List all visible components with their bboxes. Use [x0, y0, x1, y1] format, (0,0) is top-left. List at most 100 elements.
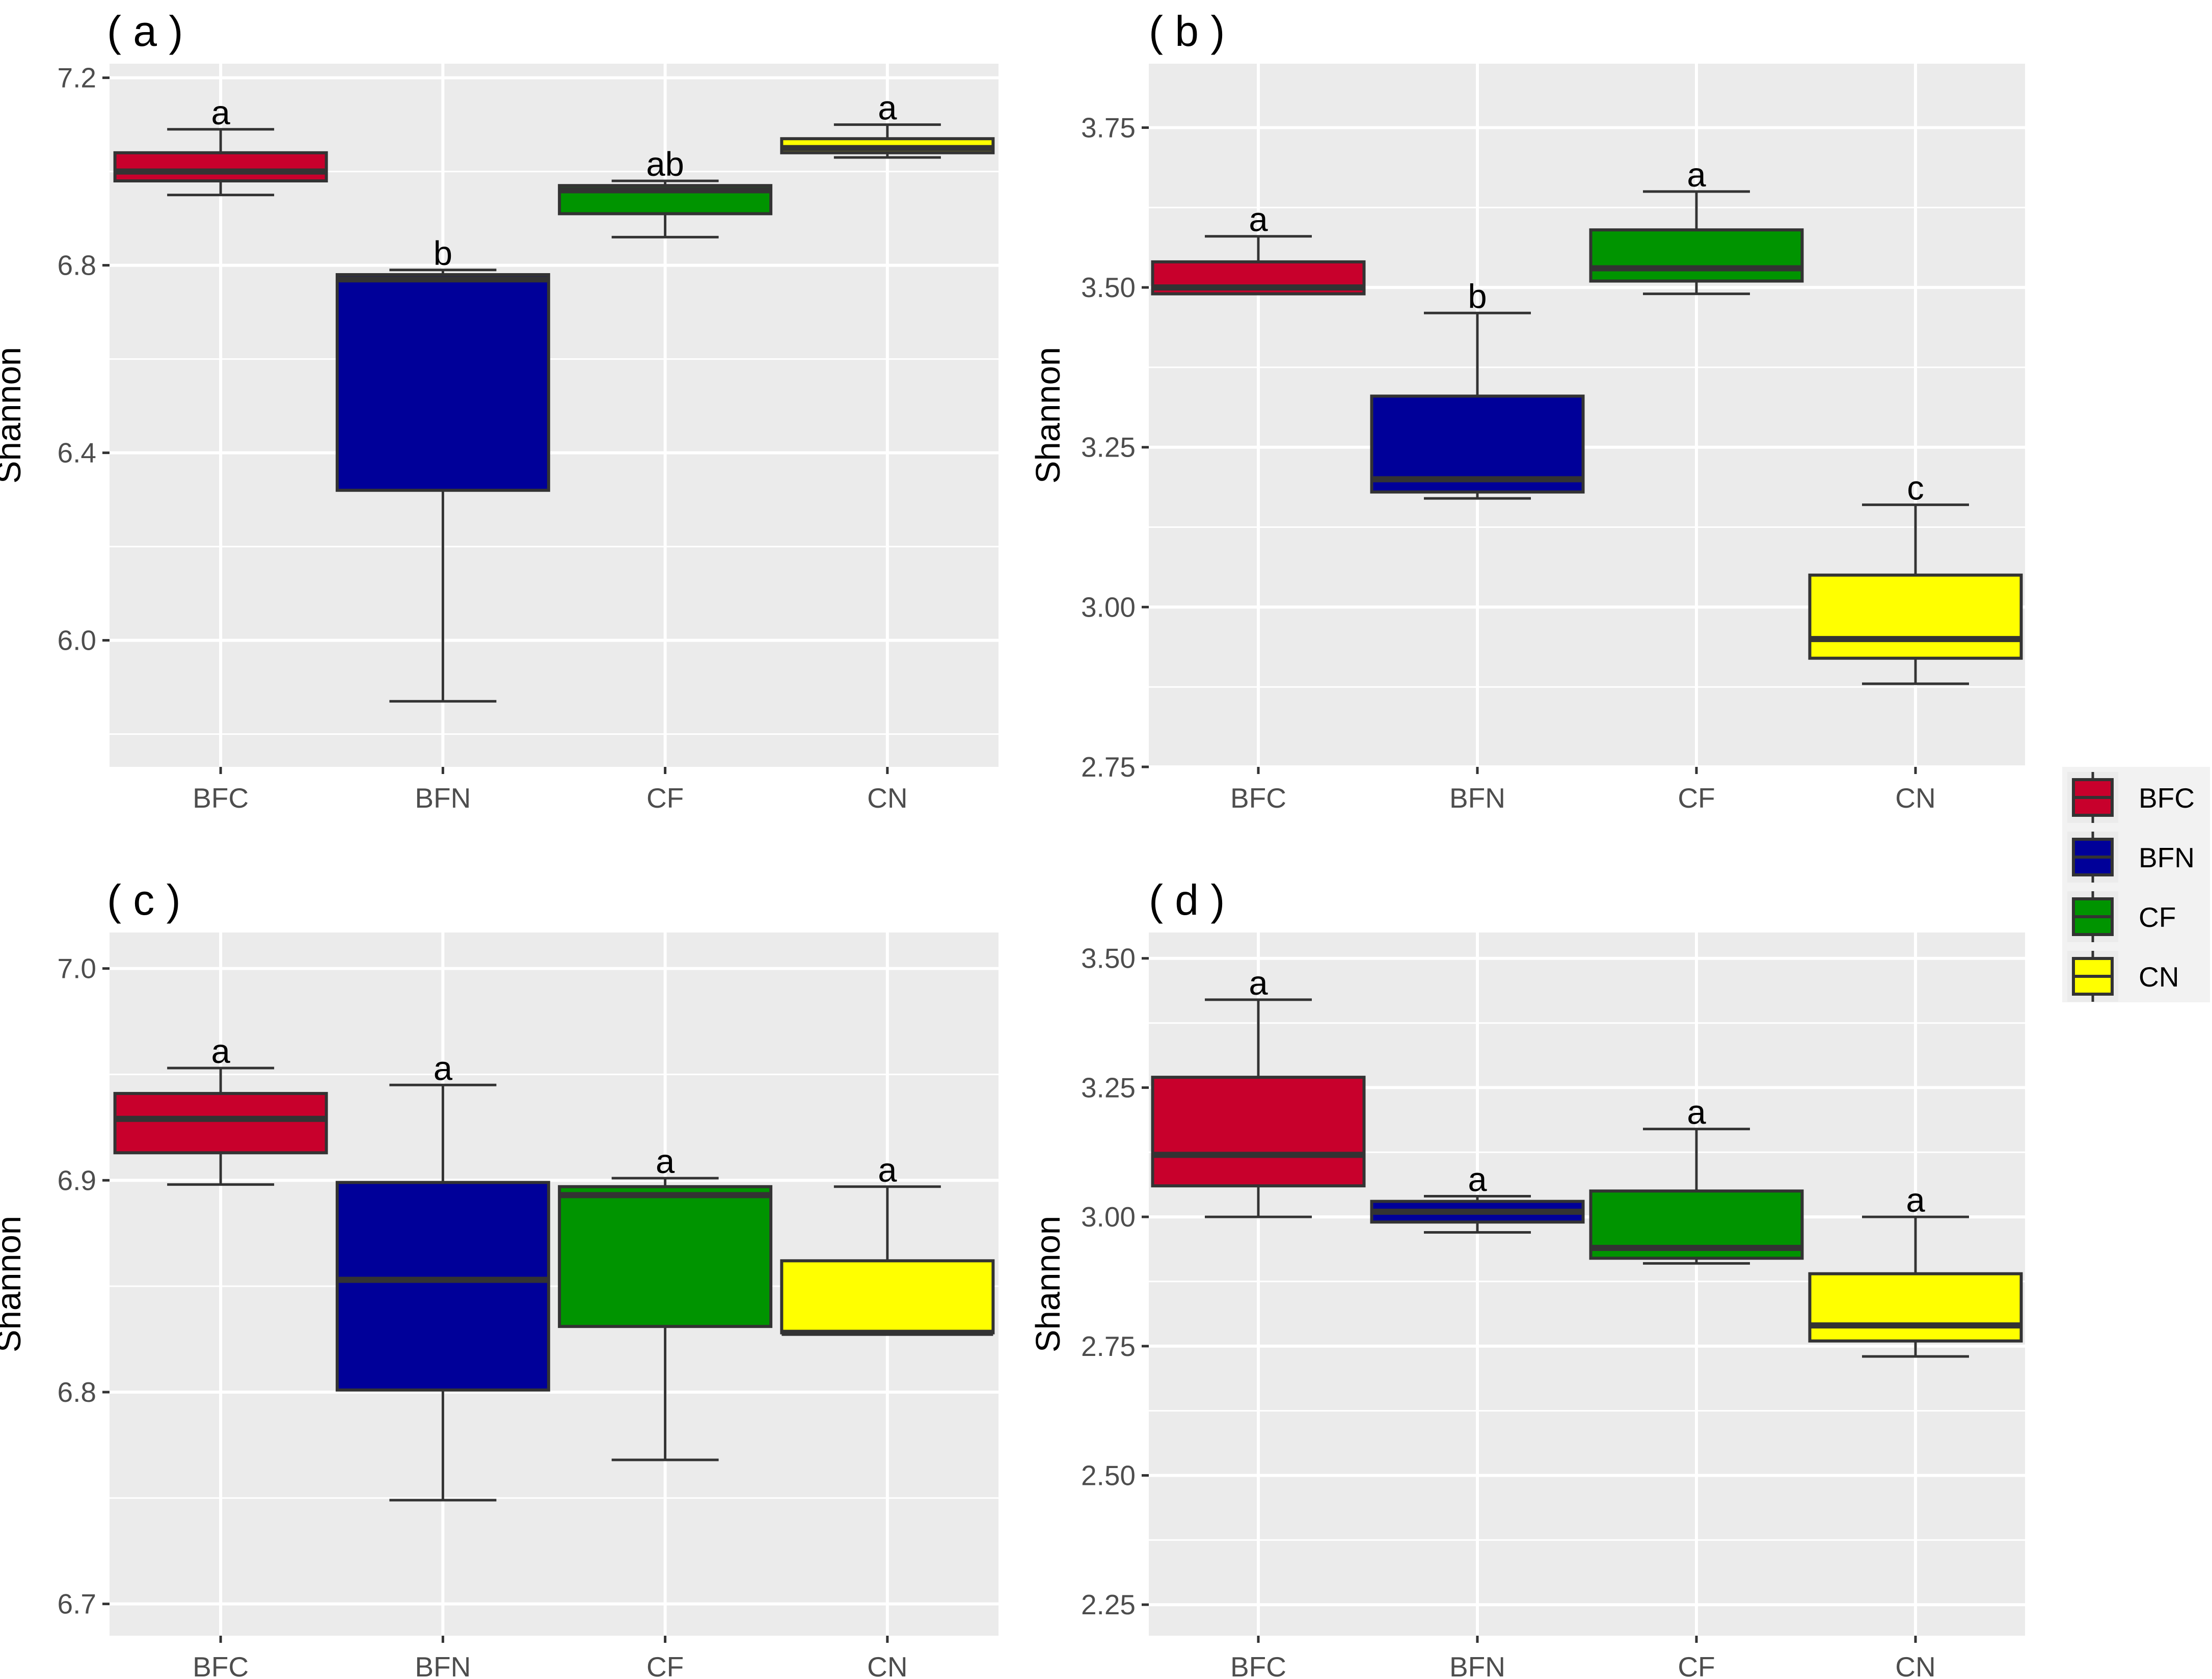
- x-tick-label: CF: [646, 782, 684, 814]
- y-axis-title: Shannon: [1029, 1216, 1067, 1352]
- x-tick-label: BFC: [1230, 1651, 1286, 1679]
- significance-letter: a: [211, 94, 230, 132]
- panel-d: 2.25 2.50 2.75 3.00 3.25 3.50 BFC BFN CF CN Shanno…: [1029, 876, 2025, 1679]
- significance-letter: a: [1249, 964, 1268, 1002]
- legend-item-bfc: BFC: [2067, 772, 2195, 823]
- y-tick-label: 3.25: [1081, 432, 1136, 463]
- panel-label: ( b ): [1149, 7, 1225, 55]
- y-tick-label: 6.8: [58, 1376, 96, 1408]
- y-tick-label: 2.25: [1081, 1589, 1136, 1620]
- panel-label: ( c ): [107, 876, 181, 924]
- x-tick-label: BFN: [415, 1651, 471, 1679]
- plot-background: [1149, 64, 2025, 767]
- box-bfn: b: [1370, 277, 1585, 500]
- legend-label: BFN: [2139, 842, 2195, 873]
- y-tick-label: 2.75: [1081, 751, 1136, 783]
- x-tick-label: CN: [867, 1651, 907, 1679]
- box-bfc: a: [113, 1032, 328, 1186]
- box-body: [113, 1091, 328, 1155]
- x-tick-label: BFN: [415, 782, 471, 814]
- y-tick-label: 2.75: [1081, 1330, 1136, 1362]
- box-bfn: a: [335, 1049, 550, 1502]
- box-cn: a: [780, 89, 995, 159]
- box-body: [1151, 1076, 1366, 1188]
- legend-label: CN: [2139, 961, 2179, 993]
- significance-letter: a: [211, 1032, 230, 1071]
- box-body: [780, 1259, 995, 1335]
- box-bfc: a: [1151, 201, 1366, 296]
- legend-item-bfn: BFN: [2067, 832, 2195, 883]
- y-axis-title: Shannon: [0, 1216, 28, 1352]
- box-cn: a: [780, 1151, 995, 1336]
- y-tick-label: 3.00: [1081, 1201, 1136, 1233]
- y-tick-label: 7.0: [58, 953, 96, 984]
- box-bfn: b: [335, 234, 550, 703]
- significance-letter: b: [434, 234, 452, 273]
- x-tick-label: BFC: [193, 1651, 249, 1679]
- box-bfc: a: [1151, 964, 1366, 1218]
- box-cn: a: [1808, 1181, 2023, 1358]
- significance-letter: a: [1687, 156, 1706, 194]
- box-body: [1808, 1272, 2023, 1343]
- box-body: [1589, 228, 1804, 283]
- box-cf: a: [1589, 156, 1804, 296]
- x-tick-label: CN: [867, 782, 907, 814]
- box-body: [1808, 573, 2023, 660]
- significance-letter: a: [1468, 1161, 1487, 1199]
- y-tick-label: 6.8: [58, 250, 96, 281]
- box-bfc: a: [113, 94, 328, 197]
- x-tick-label: CF: [1678, 1651, 1715, 1679]
- legend-label: CF: [2139, 901, 2176, 933]
- box-cf: ab: [558, 145, 773, 238]
- box-bfn: a: [1370, 1161, 1585, 1234]
- significance-letter: a: [1906, 1181, 1925, 1219]
- box-body: [558, 1185, 773, 1328]
- x-tick-label: CN: [1895, 1651, 1935, 1679]
- significance-letter: a: [434, 1049, 453, 1087]
- y-axis-title: Shannon: [1029, 347, 1067, 484]
- significance-letter: b: [1468, 277, 1487, 315]
- legend: BFC BFN CF CN: [2062, 767, 2210, 1002]
- panel-b: 2.75 3.00 3.25 3.50 3.75 BFC BFN CF CN Shannon ( b…: [1029, 7, 2025, 814]
- box-body: [335, 1181, 550, 1392]
- y-tick-label: 3.25: [1081, 1072, 1136, 1103]
- x-tick-label: CF: [646, 1651, 684, 1679]
- panel-c: 6.7 6.8 6.9 7.0 BFC BFN CF CN Shannon ( c ) a a a a: [0, 876, 999, 1679]
- legend-item-cn: CN: [2067, 951, 2179, 1002]
- legend-label: BFC: [2139, 782, 2195, 814]
- x-tick-label: BFN: [1449, 1651, 1505, 1679]
- y-tick-label: 6.7: [58, 1588, 96, 1620]
- y-tick-label: 6.9: [58, 1164, 96, 1196]
- y-tick-label: 3.00: [1081, 591, 1136, 623]
- y-tick-label: 3.50: [1081, 272, 1136, 303]
- x-tick-label: BFC: [1230, 782, 1286, 814]
- y-tick-label: 3.75: [1081, 112, 1136, 143]
- y-tick-label: 2.50: [1081, 1459, 1136, 1491]
- y-tick-label: 6.0: [58, 625, 96, 656]
- significance-letter: a: [656, 1142, 675, 1181]
- significance-letter: a: [1249, 201, 1268, 239]
- significance-letter: a: [878, 89, 897, 127]
- y-axis-title: Shannon: [0, 347, 28, 484]
- x-tick-label: CF: [1678, 782, 1715, 814]
- panel-label: ( a ): [107, 7, 183, 55]
- significance-letter: c: [1907, 469, 1924, 508]
- x-tick-label: BFN: [1449, 782, 1505, 814]
- significance-letter: a: [878, 1151, 897, 1189]
- significance-letter: ab: [646, 145, 684, 183]
- box-cf: a: [558, 1142, 773, 1461]
- y-tick-label: 3.50: [1081, 943, 1136, 974]
- box-body: [1370, 394, 1585, 494]
- legend-item-cf: CF: [2067, 891, 2176, 942]
- y-tick-label: 7.2: [58, 62, 96, 94]
- panel-label: ( d ): [1149, 876, 1225, 924]
- box-cf: a: [1589, 1094, 1804, 1265]
- y-tick-label: 6.4: [58, 437, 96, 469]
- significance-letter: a: [1687, 1094, 1706, 1132]
- box-body: [335, 273, 550, 492]
- x-tick-label: CN: [1895, 782, 1935, 814]
- x-tick-label: BFC: [193, 782, 249, 814]
